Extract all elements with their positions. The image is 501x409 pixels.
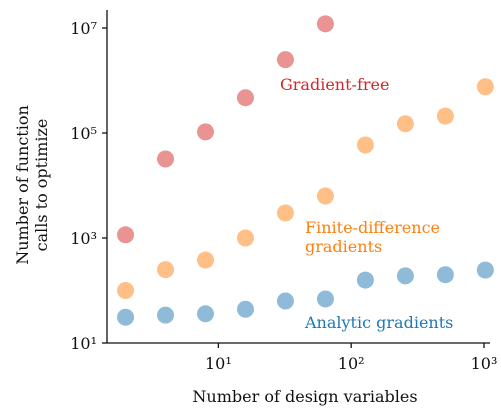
point (157, 261, 175, 279)
point (197, 305, 215, 323)
point (436, 266, 454, 284)
point (436, 107, 454, 125)
point (356, 271, 374, 289)
point (476, 261, 494, 279)
x-tick-label: 10² (338, 354, 365, 373)
y-tick-label: 10³ (70, 229, 97, 248)
point (276, 51, 294, 69)
point (236, 229, 254, 247)
point (356, 136, 374, 154)
series-label: Finite-difference gradients (305, 218, 440, 256)
point (197, 123, 215, 141)
point (117, 308, 135, 326)
y-axis-label: Number of function (13, 105, 32, 265)
point (276, 204, 294, 222)
point (157, 150, 175, 168)
point (276, 292, 294, 310)
y-tick-label: 10⁵ (70, 124, 97, 143)
x-tick-label: 10¹ (205, 354, 232, 373)
y-tick-label: 10¹ (70, 334, 97, 353)
point (316, 15, 334, 33)
point (396, 115, 414, 133)
x-tick-label: 10³ (471, 354, 498, 373)
point (316, 187, 334, 205)
x-axis-label: Number of design variables (192, 387, 417, 406)
point (117, 226, 135, 244)
series-label: Gradient-free (280, 75, 389, 94)
point (316, 290, 334, 308)
point (197, 251, 215, 269)
y-axis-label: calls to optimize (32, 119, 51, 252)
point (236, 300, 254, 318)
point (476, 78, 494, 96)
point (396, 267, 414, 285)
y-tick-label: 10⁷ (70, 19, 97, 38)
series-label: Analytic gradients (304, 313, 453, 332)
point (157, 306, 175, 324)
point (236, 89, 254, 107)
point (117, 281, 135, 299)
